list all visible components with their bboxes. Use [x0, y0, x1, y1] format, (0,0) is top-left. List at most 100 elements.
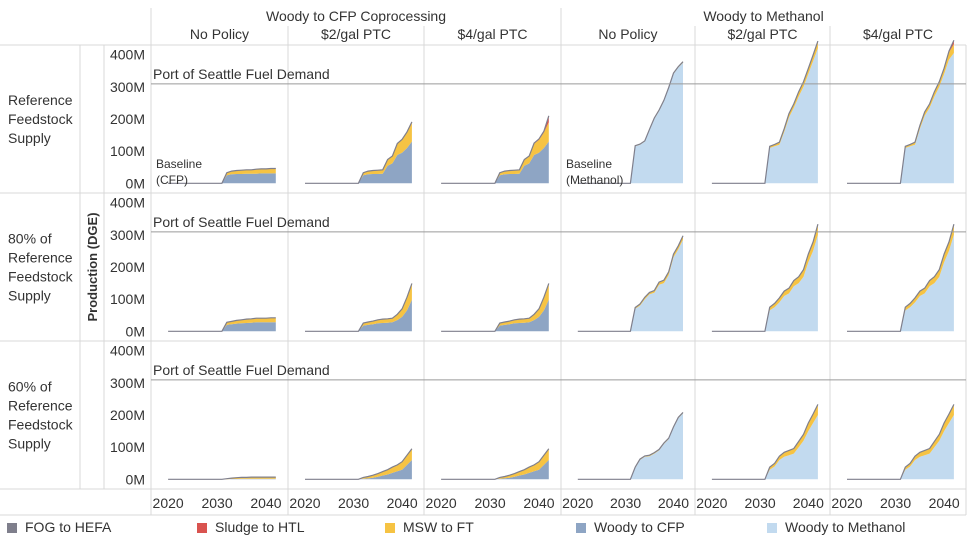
x-tick-label: 2030: [201, 495, 232, 511]
x-tick-label: 2020: [696, 495, 727, 511]
line-fog_hefa: [441, 448, 550, 480]
area-woody_cfp: [305, 141, 412, 184]
line-fog_hefa: [305, 448, 413, 480]
x-tick-label: 2040: [929, 495, 960, 511]
area-woody_methanol: [847, 53, 954, 184]
baseline-label: Baseline (CFP): [156, 157, 202, 187]
area-msw_ft: [168, 317, 276, 332]
legend-label: FOG to HEFA: [25, 519, 112, 535]
legend-item: Woody to Methanol: [767, 519, 905, 535]
legend-item: Sludge to HTL: [197, 519, 305, 535]
y-tick-label: 0M: [126, 323, 145, 339]
area-woody_cfp: [441, 460, 549, 480]
row-label: 60% of Reference Feedstock Supply: [8, 379, 74, 452]
legend: FOG to HEFA Sludge to HTL MSW to FT Woody t…: [0, 515, 969, 539]
y-tick-label: 0M: [126, 175, 145, 191]
legend-label: Woody to Methanol: [785, 519, 906, 535]
area-woody_methanol: [847, 415, 954, 480]
legend-label: Sludge to HTL: [215, 519, 305, 535]
column-header: $2/gal PTC: [727, 26, 797, 42]
y-tick-label: 200M: [110, 111, 145, 127]
x-tick-label: 2030: [474, 495, 505, 511]
x-tick-label: 2020: [831, 495, 862, 511]
area-woody_cfp: [168, 478, 276, 480]
legend-swatch: [767, 523, 777, 533]
y-tick-label: 200M: [110, 259, 145, 275]
column-header: $4/gal PTC: [863, 26, 933, 42]
y-tick-label: 100M: [110, 439, 145, 455]
y-tick-label: 200M: [110, 407, 145, 423]
line-fog_hefa: [711, 404, 819, 480]
line-fog_hefa: [441, 283, 550, 332]
legend-swatch: [7, 523, 17, 533]
y-tick-label: 400M: [110, 195, 145, 211]
area-woody_methanol: [711, 234, 818, 332]
x-tick-label: 2030: [745, 495, 776, 511]
line-fog_hefa: [577, 61, 684, 184]
line-fog_hefa: [847, 224, 955, 332]
area-woody_cfp: [441, 299, 549, 332]
row-label: Reference Feedstock Supply: [8, 92, 74, 146]
reference-line-label: Port of Seattle Fuel Demand: [153, 66, 330, 82]
area-msw_ft: [441, 448, 549, 480]
area-woody_methanol: [577, 62, 683, 184]
legend-label: MSW to FT: [403, 519, 474, 535]
column-header: No Policy: [598, 26, 657, 42]
y-tick-label: 400M: [110, 343, 145, 359]
line-fog_hefa: [711, 40, 819, 184]
area-woody_cfp: [168, 322, 276, 332]
baseline-label: Baseline (Methanol): [566, 157, 623, 187]
x-tick-label: 2030: [880, 495, 911, 511]
y-tick-label: 100M: [110, 143, 145, 159]
area-woody_methanol: [711, 48, 818, 184]
line-fog_hefa: [711, 224, 819, 332]
x-tick-label: 2040: [658, 495, 689, 511]
x-tick-label: 2020: [426, 495, 457, 511]
area-woody_cfp: [441, 141, 549, 184]
y-tick-label: 300M: [110, 375, 145, 391]
y-tick-label: 400M: [110, 47, 145, 63]
y-tick-label: 0M: [126, 471, 145, 487]
x-tick-label: 2020: [289, 495, 320, 511]
line-fog_hefa: [305, 121, 413, 184]
column-group-header: Woody to CFP Coprocessing: [266, 8, 446, 24]
line-fog_hefa: [577, 235, 684, 332]
area-woody_cfp: [168, 173, 276, 184]
area-msw_ft: [168, 168, 276, 184]
y-axis-title: Production (DGE): [85, 212, 100, 321]
area-woody_cfp: [305, 460, 412, 480]
line-fog_hefa: [441, 115, 550, 184]
x-tick-label: 2030: [610, 495, 641, 511]
x-tick-label: 2020: [153, 495, 184, 511]
line-fog_hefa: [847, 404, 955, 480]
area-woody_methanol: [847, 234, 954, 332]
column-header: $4/gal PTC: [457, 26, 527, 42]
area-woody_methanol: [711, 415, 818, 480]
row-label: 80% of Reference Feedstock Supply: [8, 231, 74, 304]
area-woody_cfp: [305, 299, 412, 332]
column-group-header: Woody to Methanol: [703, 8, 823, 24]
line-fog_hefa: [577, 411, 684, 480]
area-msw_ft: [305, 448, 412, 480]
area-woody_methanol: [577, 239, 683, 332]
area-woody_methanol: [577, 413, 683, 480]
line-fog_hefa: [305, 283, 413, 332]
reference-line-label: Port of Seattle Fuel Demand: [153, 214, 330, 230]
legend-label: Woody to CFP: [594, 519, 685, 535]
x-tick-label: 2040: [793, 495, 824, 511]
line-fog_hefa: [168, 167, 276, 184]
x-tick-label: 2020: [562, 495, 593, 511]
area-msw_ft: [305, 122, 412, 184]
legend-item: FOG to HEFA: [7, 519, 111, 535]
legend-swatch: [385, 523, 395, 533]
reference-line-label: Port of Seattle Fuel Demand: [153, 362, 330, 378]
column-header: $2/gal PTC: [321, 26, 391, 42]
column-header: No Policy: [190, 26, 249, 42]
area-msw_ft: [577, 235, 683, 332]
line-fog_hefa: [168, 476, 276, 480]
x-tick-label: 2040: [387, 495, 418, 511]
y-tick-label: 100M: [110, 291, 145, 307]
x-tick-label: 2030: [338, 495, 369, 511]
x-tick-label: 2040: [250, 495, 281, 511]
line-fog_hefa: [168, 317, 276, 332]
